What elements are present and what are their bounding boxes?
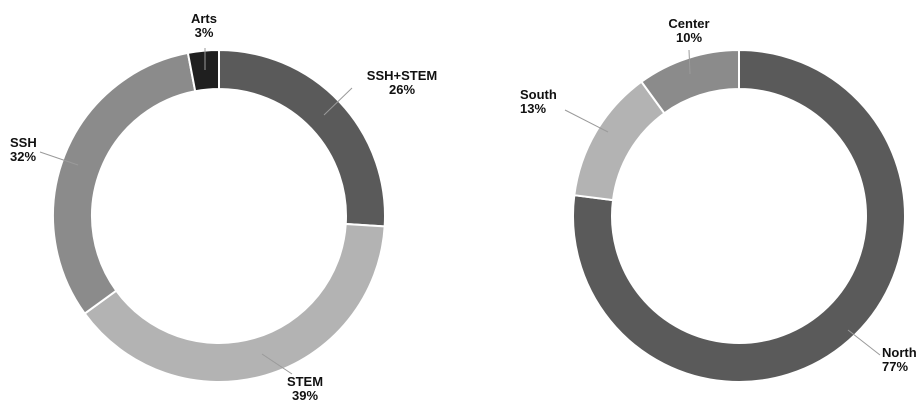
slice-value-south: 13% bbox=[520, 101, 546, 116]
slice-value-arts: 3% bbox=[195, 25, 214, 40]
leader-line-north bbox=[847, 329, 881, 356]
slice-label-south: South bbox=[520, 87, 557, 102]
slice-south bbox=[573, 80, 666, 202]
slice-value-north: 77% bbox=[882, 359, 908, 374]
leader-line-south bbox=[564, 109, 609, 133]
slice-label-ssh: SSH bbox=[10, 135, 37, 150]
slice-label-north: North bbox=[882, 345, 917, 360]
slice-label-arts: Arts bbox=[191, 11, 217, 26]
slice-ssh bbox=[52, 51, 197, 315]
slice-label-ssh-stem: SSH+STEM bbox=[367, 68, 437, 83]
slice-value-ssh-stem: 26% bbox=[389, 82, 415, 97]
slice-label-center: Center bbox=[668, 16, 709, 31]
slice-stem bbox=[83, 222, 386, 383]
slice-ssh-stem bbox=[218, 48, 386, 228]
leader-line-ssh bbox=[39, 151, 79, 166]
slice-value-ssh: 32% bbox=[10, 149, 36, 164]
slice-center bbox=[640, 48, 740, 115]
slice-value-stem: 39% bbox=[292, 388, 318, 401]
leader-line-center bbox=[688, 49, 691, 75]
slice-north bbox=[572, 48, 906, 383]
leader-line-ssh-stem bbox=[323, 87, 353, 116]
slice-value-center: 10% bbox=[676, 30, 702, 45]
slice-label-stem: STEM bbox=[287, 374, 323, 389]
slice-arts bbox=[186, 48, 220, 93]
leader-line-stem bbox=[261, 353, 293, 375]
